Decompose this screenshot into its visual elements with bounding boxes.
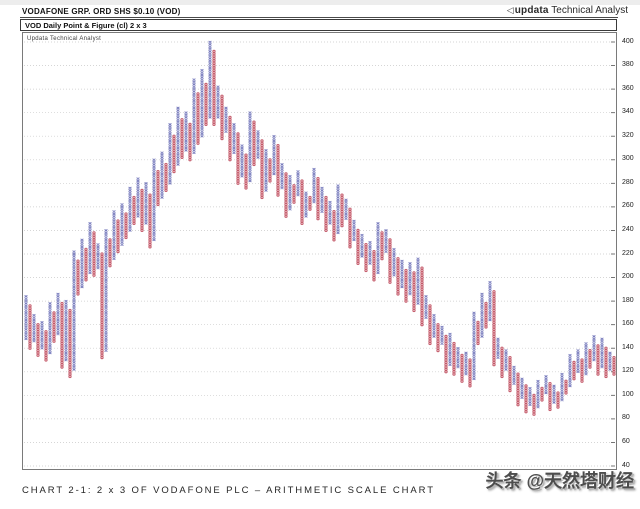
y-axis-label: 300 bbox=[622, 155, 634, 163]
y-axis-label: 200 bbox=[622, 273, 634, 281]
instrument-title: VODAFONE GRP. ORD SHS $0.10 (VOD) bbox=[22, 7, 181, 16]
pf-chart-area: Updata Technical Analyst bbox=[22, 32, 617, 470]
y-axis-label: 240 bbox=[622, 225, 634, 233]
chart-title-bar: VOD Daily Point & Figure (cl) 2 x 3 bbox=[20, 19, 617, 31]
y-axis-label: 220 bbox=[622, 249, 634, 257]
y-axis-label: 380 bbox=[622, 61, 634, 69]
y-axis-label: 40 bbox=[622, 461, 630, 469]
chart-title-text: VOD Daily Point & Figure (cl) 2 x 3 bbox=[25, 21, 147, 30]
y-axis-label: 140 bbox=[622, 343, 634, 351]
y-axis-label: 280 bbox=[622, 178, 634, 186]
y-axis-label: 80 bbox=[622, 414, 630, 422]
pf-x-columns bbox=[24, 40, 612, 409]
y-axis-label: 100 bbox=[622, 390, 634, 398]
y-axis-label: 180 bbox=[622, 296, 634, 304]
y-axis-label: 340 bbox=[622, 108, 634, 116]
pf-plot-svg bbox=[24, 40, 616, 467]
top-band bbox=[0, 0, 640, 5]
header-divider bbox=[20, 17, 618, 18]
y-axis-label: 260 bbox=[622, 202, 634, 210]
y-axis-label: 60 bbox=[622, 437, 630, 445]
y-axis-label: 120 bbox=[622, 367, 634, 375]
chart-inner-watermark: Updata Technical Analyst bbox=[27, 36, 102, 42]
updata-logo: ◁updata Technical Analyst bbox=[507, 5, 628, 16]
y-axis-label: 400 bbox=[622, 37, 634, 45]
updata-arrow-icon: ◁ bbox=[506, 5, 514, 15]
figure-caption: CHART 2-1: 2 x 3 OF VODAFONE PLC – ARITH… bbox=[22, 485, 435, 496]
y-axis-label: 320 bbox=[622, 131, 634, 139]
y-axis-label: 360 bbox=[622, 84, 634, 92]
social-watermark: 头条 @天然塔财经 bbox=[485, 471, 634, 491]
updata-logo-suffix: Technical Analyst bbox=[548, 5, 628, 16]
y-axis-label: 160 bbox=[622, 320, 634, 328]
updata-brand-text: updata bbox=[514, 5, 549, 16]
